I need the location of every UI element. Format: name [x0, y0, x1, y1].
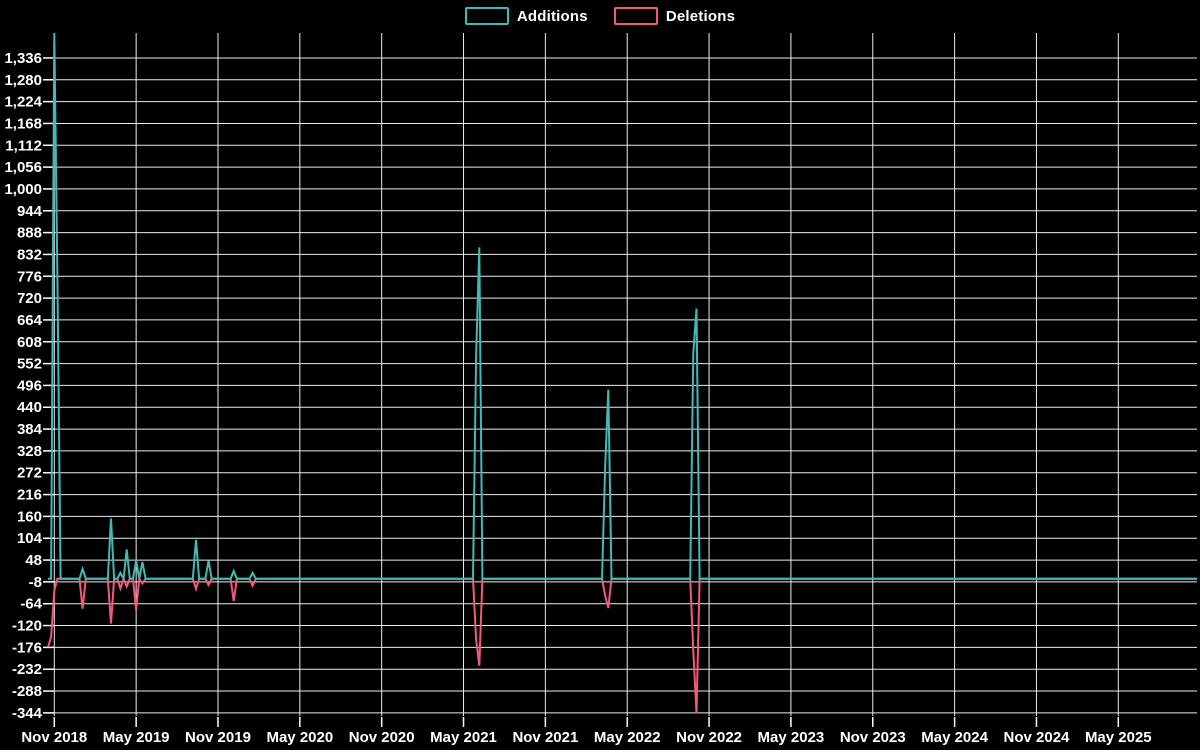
y-axis-label: 1,168: [4, 115, 42, 132]
legend-deletions-label: Deletions: [665, 7, 736, 25]
y-axis-label: 720: [17, 290, 42, 307]
y-axis-label: -8: [29, 574, 42, 591]
x-axis-label: May 2025: [1085, 729, 1152, 746]
y-axis-label: 552: [17, 356, 42, 373]
x-axis-label: May 2020: [266, 729, 333, 746]
additions-swatch-icon: [464, 7, 509, 25]
y-axis-label: 328: [17, 443, 42, 460]
y-axis-label: -64: [20, 596, 42, 613]
y-axis-label: 608: [17, 334, 42, 351]
x-axis-label: Nov 2023: [840, 729, 906, 746]
y-axis-label: 496: [17, 377, 42, 394]
chart-legend: Additions Deletions: [0, 7, 1200, 25]
y-axis-label: 384: [17, 421, 43, 438]
y-axis-label: 272: [17, 465, 42, 482]
y-axis-label: 1,280: [4, 72, 42, 89]
additions-line: [48, 32, 1197, 583]
y-axis-label: 1,112: [5, 137, 42, 154]
legend-item-deletions[interactable]: Deletions: [613, 7, 736, 25]
x-axis-label: Nov 2019: [185, 729, 251, 746]
y-axis-label: 664: [17, 312, 43, 329]
x-axis-label: May 2019: [103, 729, 170, 746]
y-axis-label: 160: [17, 508, 42, 525]
y-axis-label: 832: [17, 246, 42, 263]
y-axis-label: 1,336: [4, 50, 42, 67]
deletions-line: [47, 575, 1197, 714]
y-axis-label: 944: [17, 203, 43, 220]
deletions-swatch-icon: [613, 7, 658, 25]
y-axis-label: 48: [25, 552, 42, 569]
legend-item-additions[interactable]: Additions: [464, 7, 588, 25]
y-axis-label: 1,056: [4, 159, 42, 176]
x-axis-label: May 2023: [758, 729, 825, 746]
y-axis-label: -232: [12, 661, 42, 678]
x-axis-label: May 2024: [921, 729, 988, 746]
legend-additions-label: Additions: [516, 7, 588, 25]
y-axis-label: -344: [12, 705, 43, 722]
y-axis-label: 440: [17, 399, 42, 416]
x-axis-label: Nov 2021: [512, 729, 578, 746]
x-axis-label: Nov 2020: [349, 729, 415, 746]
y-axis-label: -120: [12, 618, 42, 635]
x-axis-label: May 2022: [594, 729, 661, 746]
y-axis-label: 216: [17, 487, 42, 504]
y-axis-label: -176: [12, 639, 42, 656]
y-axis-label: 888: [17, 225, 42, 242]
y-axis-label: -288: [12, 683, 42, 700]
x-axis-label: May 2021: [430, 729, 497, 746]
y-axis-label: 1,000: [4, 181, 42, 198]
x-axis-label: Nov 2024: [1004, 729, 1071, 746]
y-axis-label: 104: [17, 530, 43, 547]
x-axis-label: Nov 2022: [676, 729, 742, 746]
y-axis-label: 776: [17, 268, 42, 285]
y-axis-label: 1,224: [4, 94, 42, 111]
x-axis-label: Nov 2018: [21, 729, 87, 746]
